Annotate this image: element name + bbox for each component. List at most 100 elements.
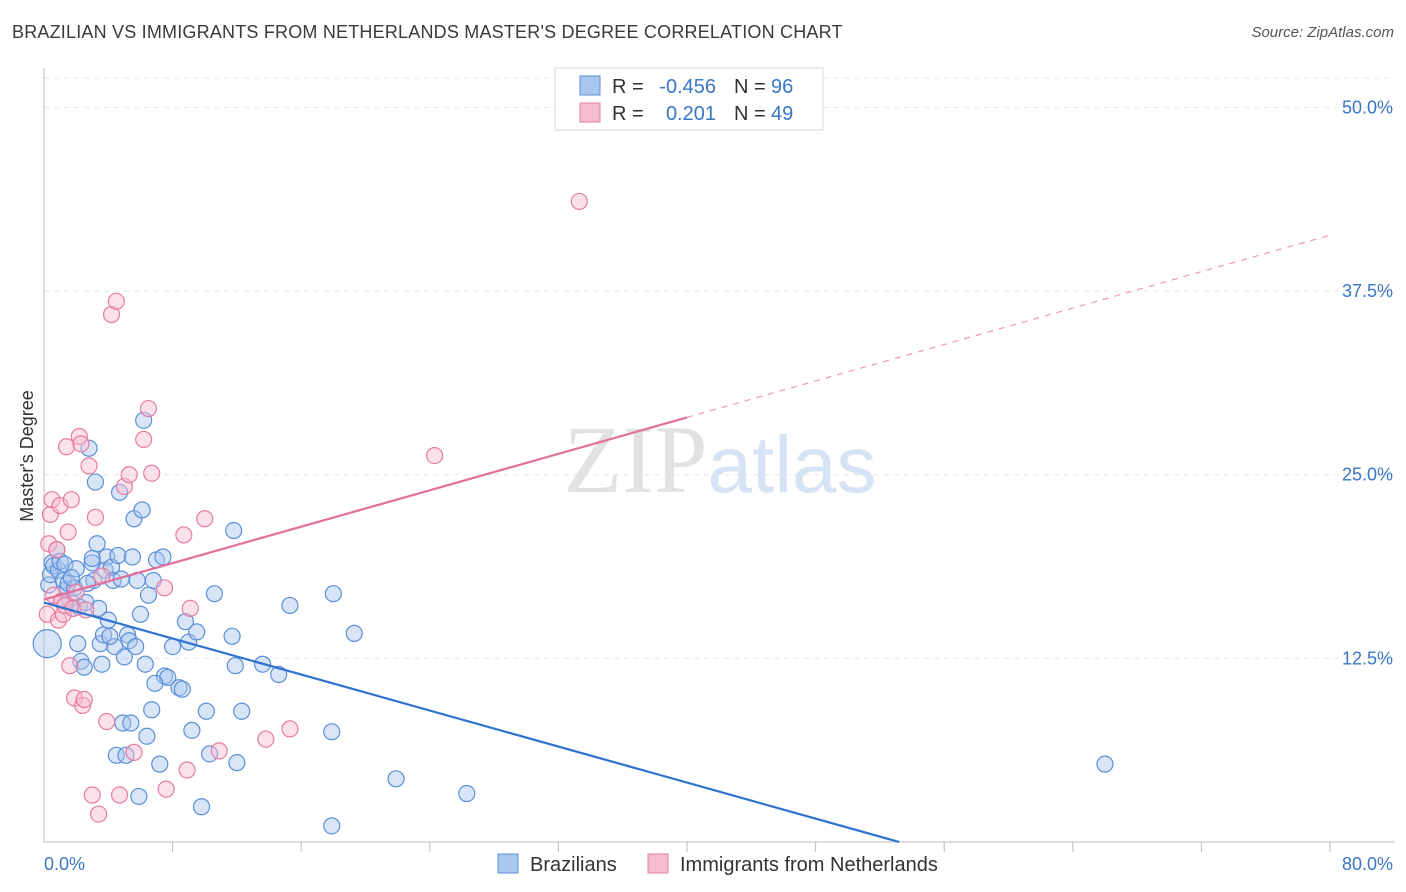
stats-r-label-brazilians: R = [612,76,644,98]
legend-label-brazilians: Brazilians [530,854,617,876]
y-tick-label-1: 25.0% [1342,465,1393,485]
point-0-87 [387,770,405,788]
point-1-43 [196,510,214,528]
point-0-69 [183,721,201,739]
point-0-72 [197,702,215,720]
stats-r-label-netherlands: R = [612,103,644,125]
point-1-42 [181,599,199,617]
trend-extension-1 [686,234,1331,418]
point-0-37 [109,546,127,565]
watermark: ZIPatlas [564,406,877,513]
point-0-94 [101,627,119,645]
point-1-5 [48,541,66,559]
chart-source: Source: ZipAtlas.com [1251,24,1394,41]
point-0-56 [139,586,158,604]
legend-swatch-netherlands [647,853,669,874]
point-1-20 [73,696,92,714]
point-0-44 [120,632,138,650]
point-0-45 [122,714,140,732]
point-0-22 [83,554,101,572]
point-0-57 [143,701,161,719]
point-0-60 [151,755,169,773]
point-0-91 [83,549,101,568]
point-1-37 [143,464,161,482]
point-1-12 [59,523,77,541]
point-0-85 [324,585,342,603]
bottom-legend: Brazilians Immigrants from Netherlands [497,853,938,876]
stats-legend: R = -0.456 N = 96 R = 0.201 N = 49 [554,67,824,131]
trend-line-1 [43,416,688,601]
x-tick-label-1: 80.0% [1342,854,1393,874]
point-0-0 [32,629,62,659]
point-1-19 [72,435,90,453]
point-1-30 [107,292,125,310]
point-1-36 [139,399,158,418]
y-axis-ticks: 12.5% 25.0% 37.5% 50.0% [1342,97,1393,668]
stats-n-label-brazilians: N = [734,76,766,98]
point-1-13 [61,657,79,675]
trend-line-0 [43,601,900,844]
point-1-47 [426,446,444,465]
point-0-77 [226,657,244,675]
point-0-78 [228,754,246,772]
point-1-26 [90,805,108,823]
point-0-24 [86,473,105,491]
point-0-25 [88,535,106,553]
point-1-39 [157,780,175,798]
point-0-95 [146,674,164,692]
point-0-55 [138,727,156,745]
y-axis-label: Master's Degree [17,390,37,521]
point-0-36 [107,746,125,764]
axes [43,68,1395,852]
point-0-16 [69,635,87,653]
point-0-61 [154,548,172,566]
stats-swatch-brazilians [579,75,601,96]
point-0-89 [1096,755,1114,773]
legend-swatch-brazilians [497,853,519,874]
point-0-76 [225,521,243,540]
stats-n-label-netherlands: N = [734,103,766,125]
grid-lines [44,77,1395,659]
series-brazilians [32,411,1114,835]
point-0-83 [323,817,341,835]
point-0-92 [62,568,80,587]
point-1-35 [135,430,153,449]
point-1-38 [155,579,174,597]
point-1-24 [83,786,101,804]
point-1-40 [175,526,193,544]
y-tick-label-2: 37.5% [1342,281,1393,301]
stats-n-value-netherlands: 49 [771,103,793,125]
point-1-14 [62,491,80,509]
point-0-74 [205,585,223,603]
point-1-34 [125,743,143,761]
point-0-66 [173,680,191,698]
point-0-48 [127,637,145,656]
point-1-31 [110,786,129,804]
point-1-44 [210,742,228,760]
point-1-33 [120,466,138,484]
point-1-23 [80,457,98,475]
point-0-46 [123,548,142,566]
point-1-45 [257,730,275,748]
point-0-88 [458,784,476,803]
point-0-54 [136,655,154,673]
point-1-25 [86,508,105,526]
point-0-82 [281,596,299,615]
point-0-52 [133,501,151,519]
point-0-81 [270,665,288,684]
y-tick-label-0: 12.5% [1342,648,1393,668]
point-0-79 [233,702,251,720]
point-0-75 [223,627,241,645]
point-1-21 [75,690,93,709]
point-0-67 [176,613,195,631]
trend-lines [43,234,1331,844]
point-0-70 [188,623,206,641]
point-1-28 [98,712,116,731]
stats-swatch-netherlands [579,102,601,123]
point-1-9 [54,605,72,623]
point-0-26 [90,599,108,617]
point-0-15 [67,560,85,578]
point-1-11 [57,438,76,456]
point-0-84 [323,723,341,741]
